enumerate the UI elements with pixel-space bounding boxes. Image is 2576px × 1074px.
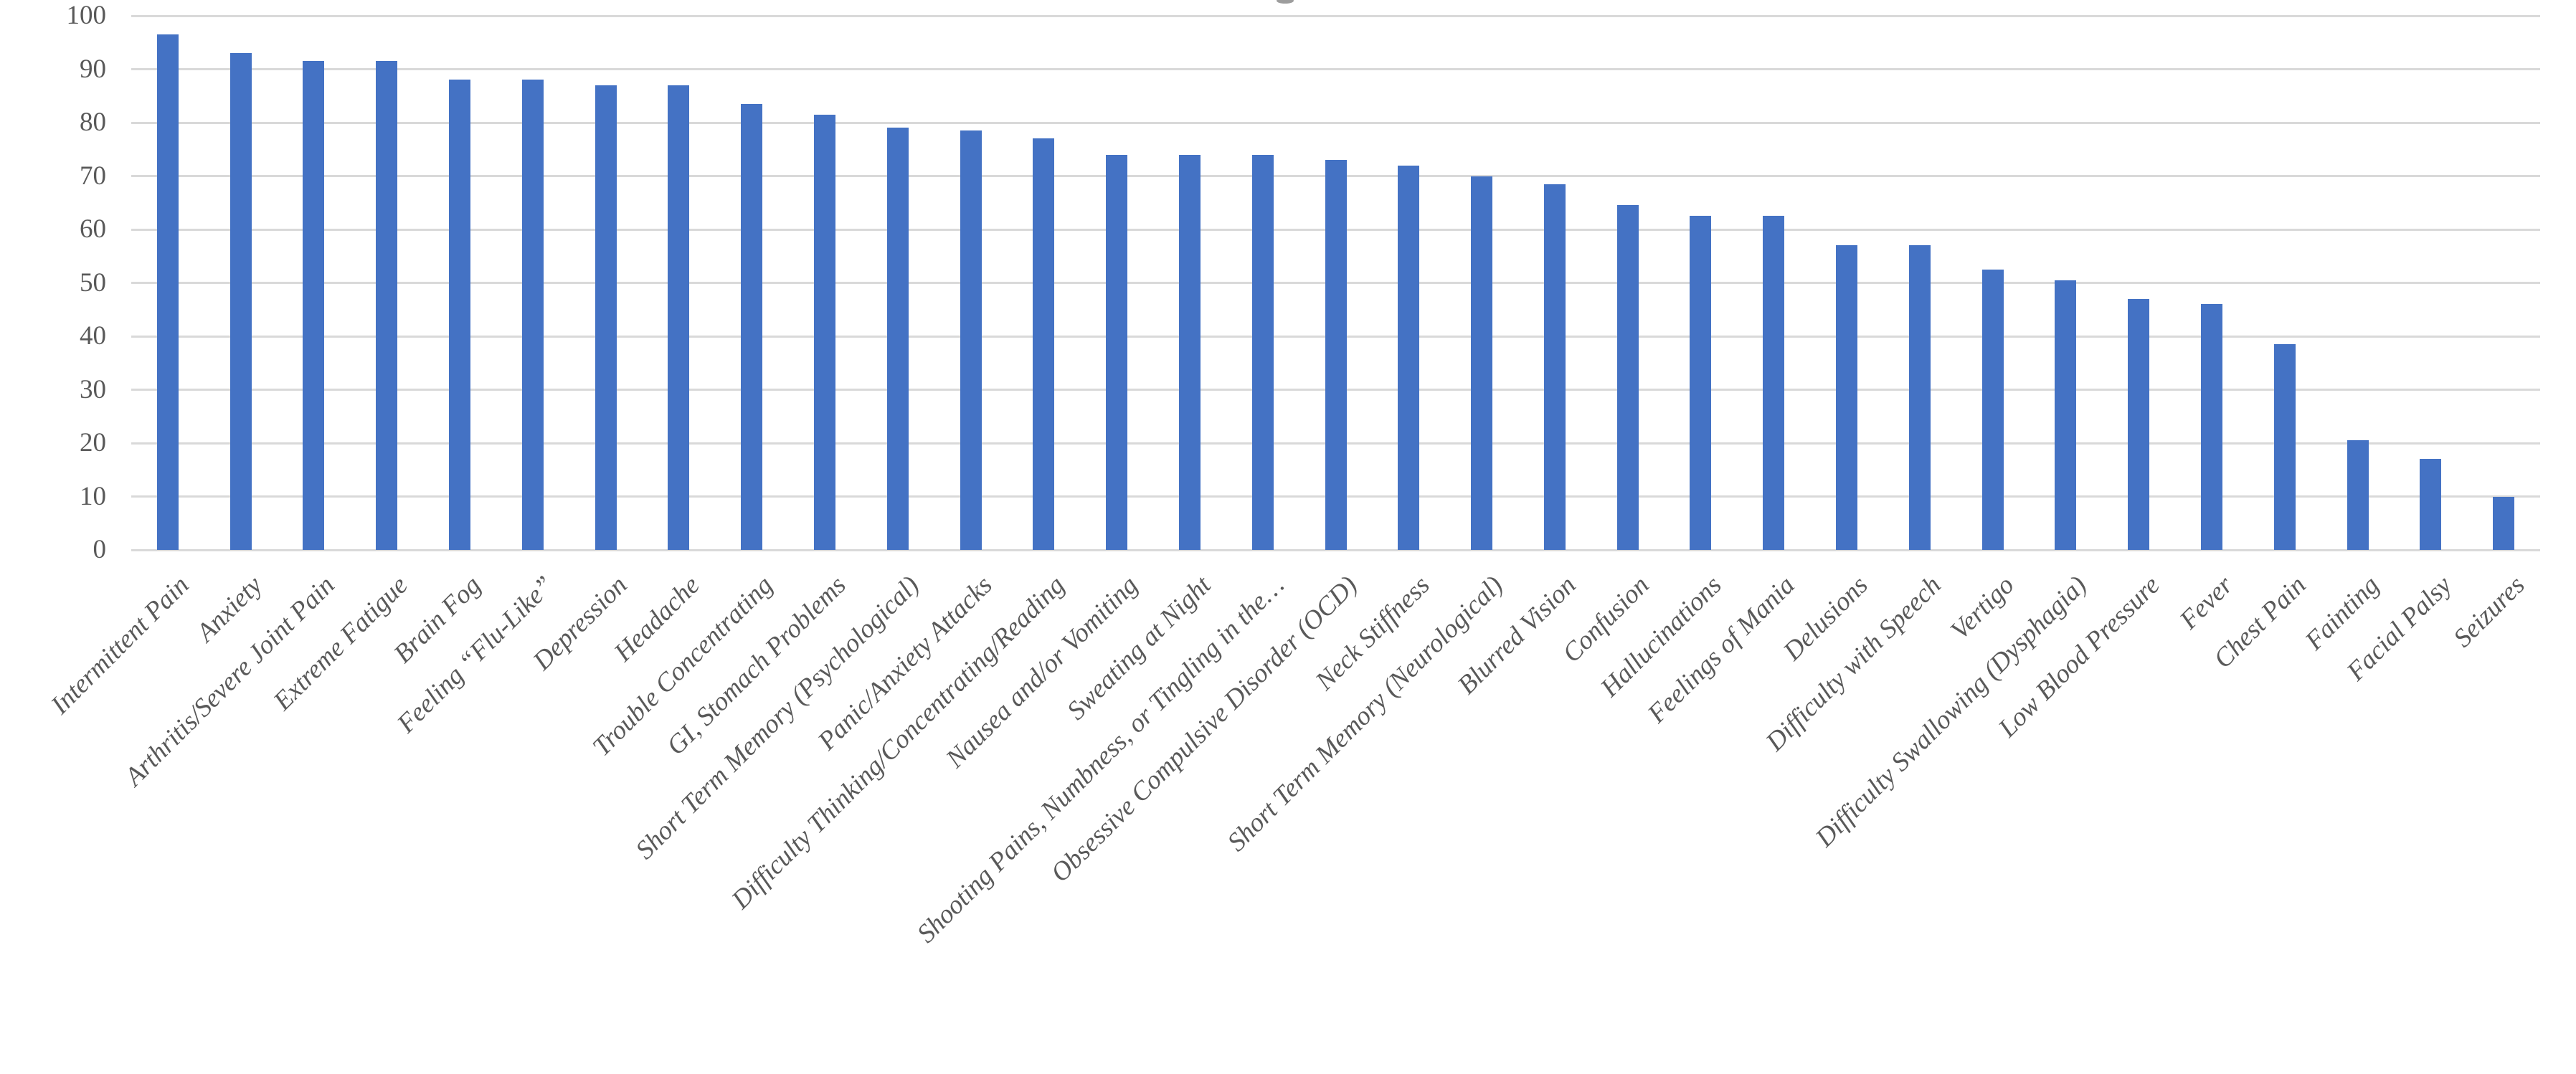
y-tick-label: 40 xyxy=(80,321,106,351)
bar xyxy=(886,128,909,550)
bar xyxy=(813,114,835,550)
bar xyxy=(1543,184,1566,550)
y-tick-label: 20 xyxy=(80,428,106,457)
bar xyxy=(2347,440,2369,550)
bar xyxy=(2128,298,2150,550)
y-tick-label: 0 xyxy=(93,535,107,564)
bar-chart: 0 10 20 30 40 50 60 70 80 90 100 Intermittent Pain… xyxy=(45,0,2540,949)
bar xyxy=(229,53,252,550)
bar xyxy=(960,130,982,550)
bar xyxy=(1616,205,1639,550)
bar xyxy=(521,80,544,550)
bar xyxy=(1033,138,1055,550)
bar xyxy=(376,61,398,550)
bar xyxy=(449,80,471,550)
bar xyxy=(2200,304,2222,550)
y-tick-label: 80 xyxy=(80,108,106,137)
gridline-y-90 xyxy=(131,68,2540,70)
bar xyxy=(1325,160,1347,550)
bar xyxy=(1690,216,1712,550)
bar xyxy=(303,61,325,550)
y-tick-label: 10 xyxy=(80,481,106,511)
gridline-y-0 xyxy=(131,548,2540,551)
bar xyxy=(668,85,690,550)
y-tick-label: 70 xyxy=(80,161,106,191)
bar xyxy=(1981,269,2004,550)
y-tick-label: 100 xyxy=(66,1,107,30)
bar xyxy=(1471,176,1493,550)
y-tick-label: 90 xyxy=(80,54,106,84)
bar xyxy=(1908,245,1931,550)
bar xyxy=(1106,154,1128,550)
bar xyxy=(156,34,179,550)
gridline-y-100 xyxy=(131,14,2540,17)
bar xyxy=(1251,154,1274,550)
bar xyxy=(2420,459,2442,550)
y-tick-label: 50 xyxy=(80,267,106,298)
bar xyxy=(1763,216,1785,550)
bar xyxy=(595,85,617,550)
gridline-y-80 xyxy=(131,121,2540,124)
y-tick-label: 60 xyxy=(80,214,106,244)
bar xyxy=(1178,154,1201,550)
bar xyxy=(1398,165,1420,550)
bar xyxy=(741,103,763,550)
cropped-title-fragment xyxy=(1277,0,1294,4)
bar xyxy=(2493,496,2515,550)
bar xyxy=(2055,280,2077,550)
plot-area xyxy=(131,14,2540,551)
y-tick-label: 30 xyxy=(80,374,106,404)
bar xyxy=(2273,344,2296,550)
bar xyxy=(1836,245,1857,550)
